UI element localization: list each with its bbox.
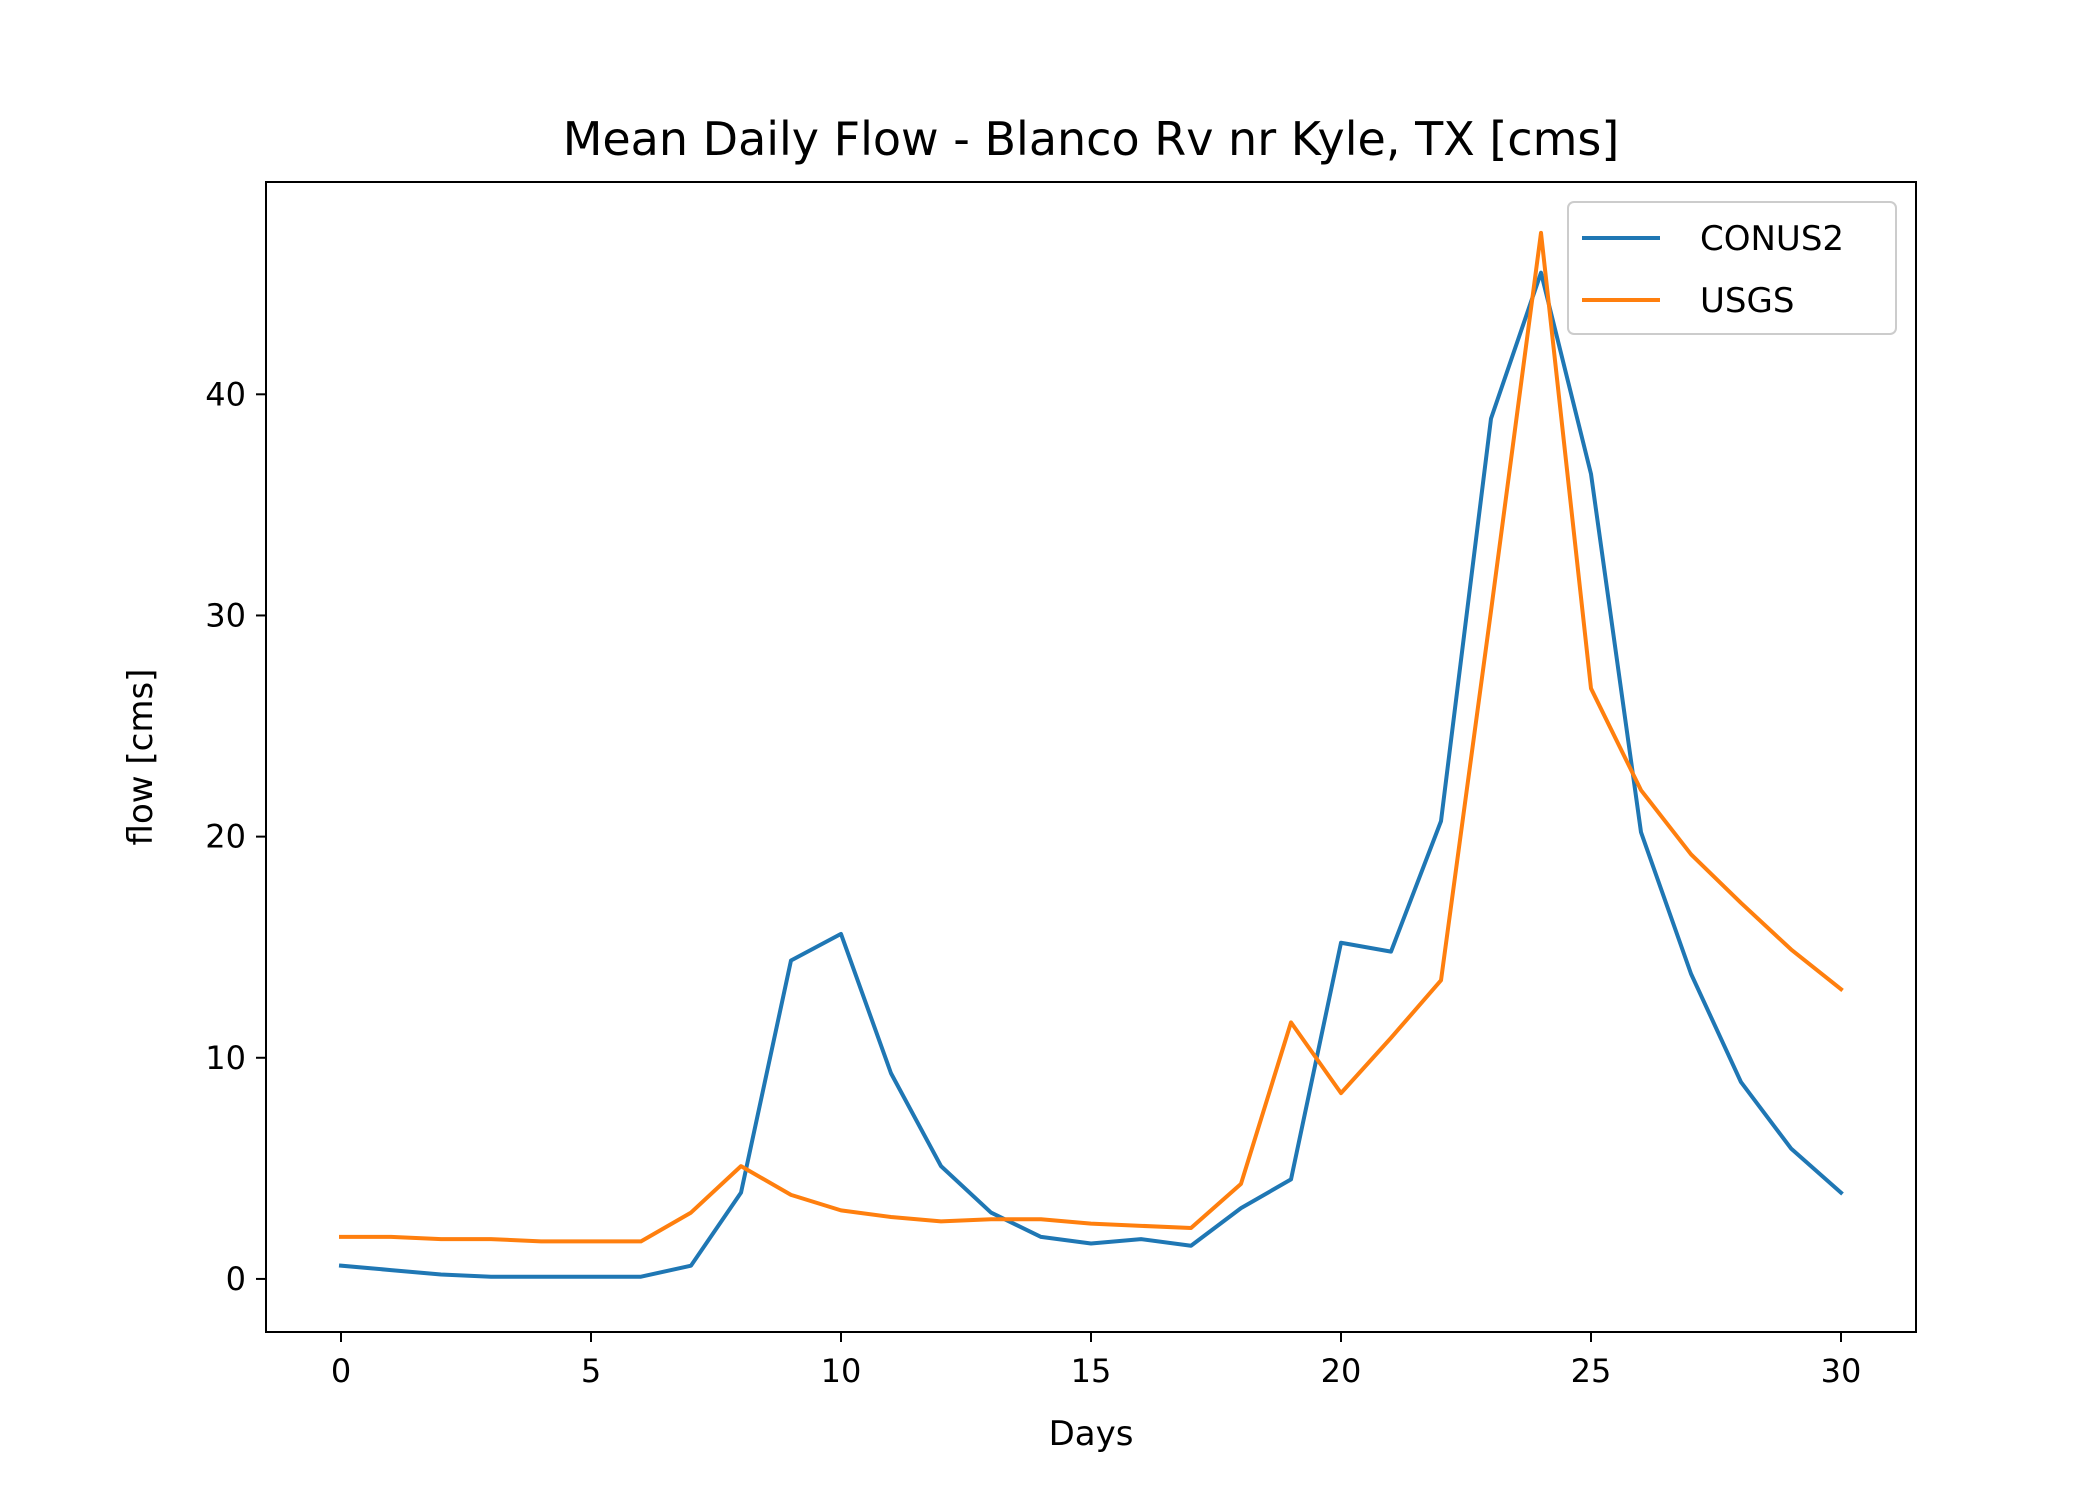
series-line-conus2 <box>338 270 1844 1279</box>
y-tick-label: 10 <box>205 1039 246 1077</box>
y-axis-label: flow [cms] <box>121 669 161 846</box>
legend-label-conus2: CONUS2 <box>1700 219 1844 259</box>
x-tick-label: 20 <box>1321 1352 1362 1390</box>
x-tick-label: 25 <box>1571 1352 1612 1390</box>
x-tick-label: 0 <box>331 1352 351 1390</box>
y-tick-label: 40 <box>205 375 246 413</box>
legend: CONUS2 USGS <box>1567 201 1897 335</box>
y-tick-label: 30 <box>205 596 246 634</box>
x-tick-label: 5 <box>581 1352 601 1390</box>
x-tick-label: 15 <box>1071 1352 1112 1390</box>
series-line-usgs <box>339 230 1844 1244</box>
chart-title: Mean Daily Flow - Blanco Rv nr Kyle, TX … <box>563 112 1620 166</box>
y-tick-label: 20 <box>205 818 246 856</box>
x-tick-label: 10 <box>821 1352 862 1390</box>
x-tick-label: 30 <box>1821 1352 1862 1390</box>
plot-area: 0 5 10 15 20 25 30 0 10 20 30 40 <box>205 181 1917 1390</box>
y-tick-label: 0 <box>226 1260 246 1298</box>
x-axis-label: Days <box>1049 1414 1134 1454</box>
legend-label-usgs: USGS <box>1700 281 1794 321</box>
series-group <box>338 230 1844 1279</box>
axes-frame <box>265 181 1917 1333</box>
